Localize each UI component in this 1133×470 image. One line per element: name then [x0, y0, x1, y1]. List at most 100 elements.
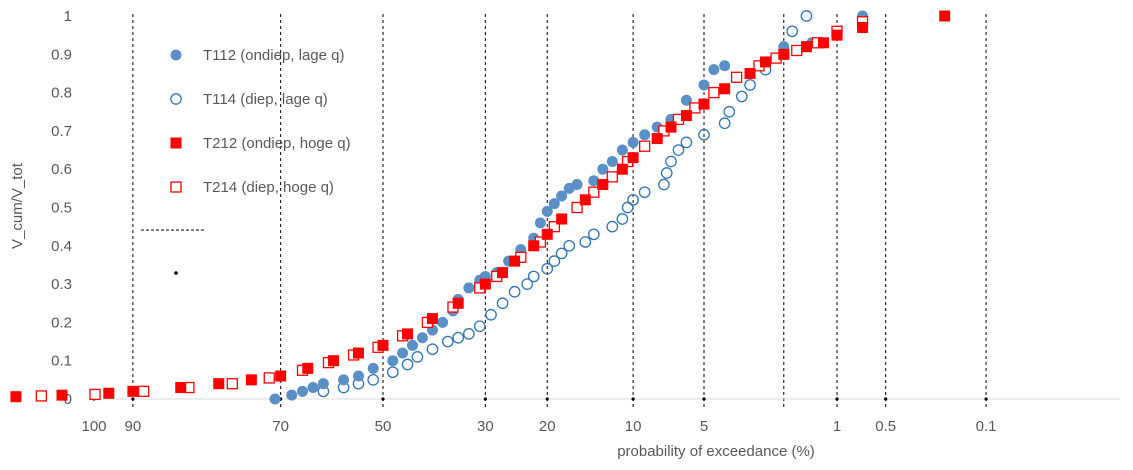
series-2 [317, 10, 813, 398]
data-point [352, 347, 364, 359]
y-tick-label: 0.7 [51, 123, 72, 140]
data-point [548, 198, 560, 210]
y-tick-label: 0.8 [51, 85, 72, 102]
y-tick-labels: 0 0.1 0.2 0.3 0.4 0.5 0.6 0.7 0.8 0.9 1 [51, 8, 72, 408]
data-point [452, 331, 465, 344]
data-point [269, 393, 281, 405]
data-point [606, 171, 618, 183]
data-point [831, 29, 843, 41]
x-tick-label: 30 [477, 418, 494, 435]
data-point [406, 339, 418, 351]
data-point [786, 25, 799, 38]
y-tick-label: 0.4 [51, 238, 72, 255]
legend-label: T112 (ondiep, lage q) [203, 47, 344, 64]
data-point [367, 373, 380, 386]
y-tick-label: 0.1 [51, 353, 72, 370]
data-point [597, 179, 609, 191]
data-point [473, 320, 486, 333]
data-point [245, 374, 257, 386]
data-point [587, 228, 600, 241]
data-point [541, 205, 553, 217]
data-point [521, 278, 534, 290]
data-point [496, 297, 509, 310]
y-tick-label: 0.6 [51, 161, 72, 178]
data-point [508, 285, 521, 298]
data-point [857, 21, 869, 33]
data-point [541, 228, 553, 240]
data-point [698, 98, 710, 110]
data-point [680, 94, 692, 106]
data-point [463, 282, 475, 294]
data-point [801, 41, 813, 53]
y-tick-label: 0.5 [51, 200, 72, 217]
data-point [175, 382, 187, 394]
data-point [665, 121, 677, 133]
series-3 [10, 10, 951, 403]
data-point [401, 358, 414, 371]
data-point [485, 308, 497, 321]
x-axis-dot [131, 397, 135, 401]
data-point [708, 64, 720, 76]
data-point [527, 270, 540, 283]
data-point [735, 90, 748, 103]
gridlines [132, 14, 987, 409]
data-point [730, 71, 743, 83]
legend-label: T214 (diep, hoge q) [203, 179, 334, 196]
data-point [528, 240, 540, 252]
data-point [263, 372, 275, 384]
data-point [556, 213, 568, 225]
data-point [534, 217, 546, 229]
data-point [639, 140, 651, 152]
data-point [660, 167, 673, 179]
data-point [338, 374, 350, 386]
data-point [297, 385, 309, 397]
data-point [555, 247, 568, 260]
x-axis-dot [984, 397, 988, 401]
data-point [137, 385, 150, 397]
data-point [387, 355, 399, 367]
x-axis-dot [884, 397, 888, 401]
x-tick-label: 10 [625, 418, 642, 435]
legend-label: T114 (diep, lage q) [203, 91, 328, 108]
legend-marker [170, 137, 182, 149]
data-point [571, 201, 583, 214]
data-point [579, 194, 591, 206]
x-axis-title: probability of exceedance (%) [617, 443, 815, 460]
x-tick-label: 100 [81, 418, 106, 435]
data-point [639, 129, 651, 141]
data-point [377, 339, 389, 351]
data-point [698, 128, 710, 141]
data-point [411, 351, 424, 363]
x-axis-dot [702, 397, 706, 401]
data-point [452, 297, 464, 309]
x-tick-label: 1 [833, 418, 841, 435]
data-point [588, 175, 600, 187]
data-point [744, 67, 756, 79]
legend-marker [170, 181, 182, 193]
data-point [817, 37, 829, 49]
data-point [386, 366, 399, 379]
data-point [509, 255, 521, 267]
data-point [367, 362, 379, 374]
data-point [541, 262, 554, 275]
data-point [571, 179, 583, 191]
data-point [397, 347, 409, 359]
data-point [588, 186, 600, 198]
data-point [35, 390, 47, 402]
legend-marker [170, 93, 182, 105]
data-point [441, 335, 454, 348]
data-point [556, 190, 568, 202]
y-tick-label: 0.3 [51, 276, 72, 293]
data-point [616, 163, 628, 175]
data-point [791, 44, 803, 57]
y-tick-label: 0.9 [51, 46, 72, 63]
data-point [302, 362, 314, 374]
data-point [606, 156, 618, 168]
data-point [658, 178, 670, 191]
data-point [479, 278, 491, 290]
data-point [760, 56, 772, 68]
data-point [680, 110, 692, 122]
x-tick-label: 50 [375, 418, 392, 435]
